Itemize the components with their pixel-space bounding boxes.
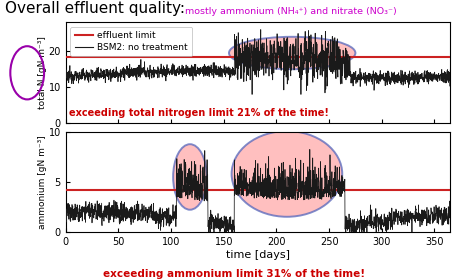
Ellipse shape bbox=[229, 37, 356, 69]
Ellipse shape bbox=[173, 144, 207, 210]
X-axis label: time [days]: time [days] bbox=[226, 250, 290, 260]
Ellipse shape bbox=[232, 131, 342, 217]
Text: Overall effluent quality:: Overall effluent quality: bbox=[5, 1, 185, 17]
Text: exceeding ammonium limit 31% of the time!: exceeding ammonium limit 31% of the time… bbox=[104, 269, 365, 279]
Legend: effluent limit, BSM2: no treatment: effluent limit, BSM2: no treatment bbox=[70, 27, 192, 56]
Text: mostly ammonium (NH₄⁺) and nitrate (NO₃⁻): mostly ammonium (NH₄⁺) and nitrate (NO₃⁻… bbox=[185, 7, 397, 16]
Y-axis label: ammonium [gN m⁻³]: ammonium [gN m⁻³] bbox=[38, 135, 47, 229]
Y-axis label: total N [gN m⁻³]: total N [gN m⁻³] bbox=[38, 36, 47, 109]
Text: exceeding total nitrogen limit 21% of the time!: exceeding total nitrogen limit 21% of th… bbox=[69, 108, 329, 118]
